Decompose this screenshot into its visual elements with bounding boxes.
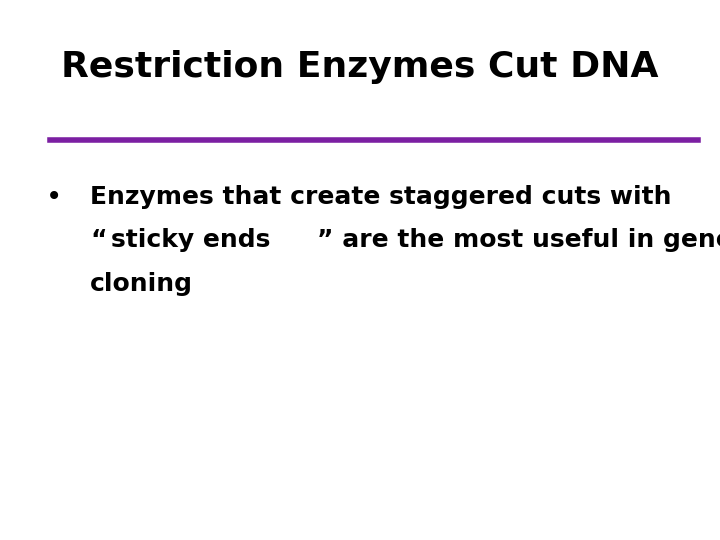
Text: ” are the most useful in gene: ” are the most useful in gene: [317, 228, 720, 252]
Text: sticky ends: sticky ends: [112, 228, 271, 252]
Text: Restriction Enzymes Cut DNA: Restriction Enzymes Cut DNA: [61, 51, 659, 84]
Text: “: “: [90, 228, 107, 252]
Text: Enzymes that create staggered cuts with: Enzymes that create staggered cuts with: [90, 185, 672, 209]
Text: •: •: [46, 183, 62, 211]
Text: cloning: cloning: [90, 272, 193, 295]
